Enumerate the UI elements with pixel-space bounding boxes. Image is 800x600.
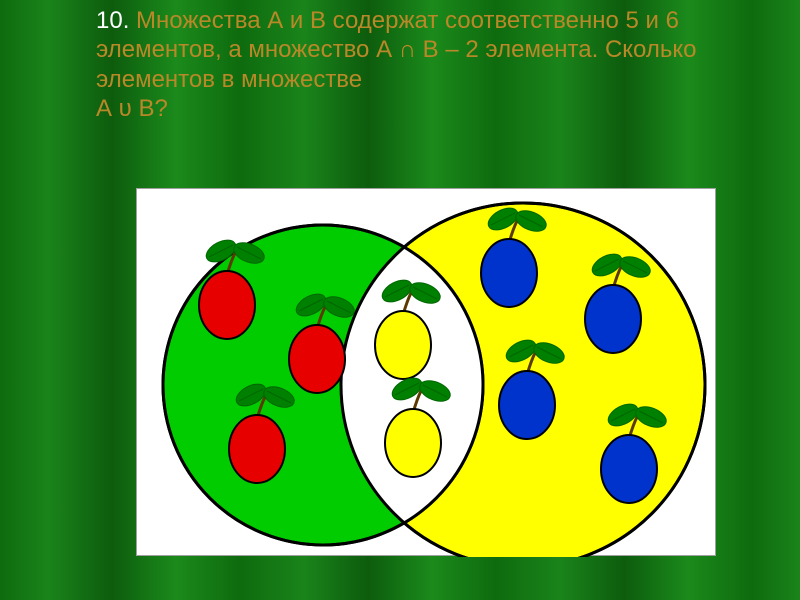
question-number: 10. [96, 7, 129, 34]
question-text: 10. Множества А и В содержат соответстве… [96, 6, 776, 123]
venn-diagram [136, 188, 716, 556]
question-body-2: А υ В? [96, 95, 168, 122]
venn-svg [137, 189, 717, 557]
slide: 10. Множества А и В содержат соответстве… [0, 0, 800, 600]
question-body-1: Множества А и В содержат соответственно … [96, 7, 697, 93]
